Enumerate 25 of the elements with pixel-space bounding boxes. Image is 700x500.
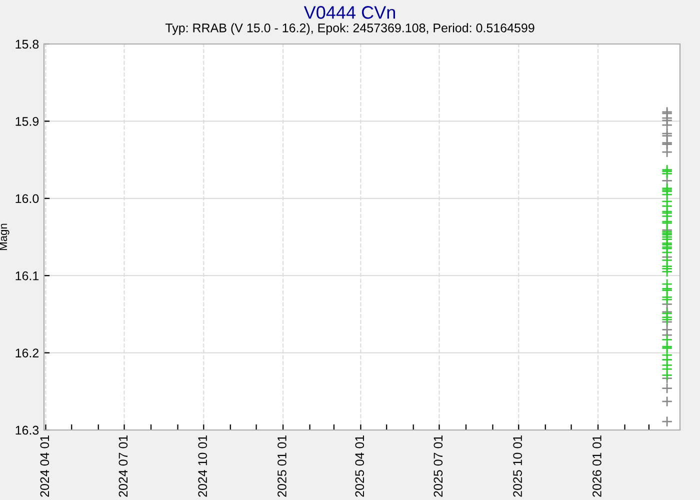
- x-tick-label: 2025 04 01: [355, 435, 364, 497]
- x-tick-label: 2026 01 01: [592, 435, 602, 497]
- point: [662, 416, 673, 428]
- point: [662, 370, 673, 381]
- point: [662, 266, 673, 278]
- y-tick-label: 16.2: [16, 348, 39, 358]
- point: [662, 396, 673, 407]
- chart-subtitle: Typ: RRAB (V 15.0 - 16.2), Epok: 2457369.108, Period: 0.5164599: [165, 23, 534, 35]
- x-tick-label: 2024 04 01: [40, 435, 50, 497]
- point: [662, 168, 673, 180]
- point: [662, 294, 673, 306]
- y-tick-label: 16.0: [16, 194, 39, 204]
- x-tick-label: 2025 07 01: [434, 435, 443, 497]
- x-tick-label: 2025 01 01: [278, 435, 286, 497]
- point: [662, 382, 673, 394]
- y-tick-label: 15.9: [16, 117, 39, 126]
- x-tick-label: 2025 10 01: [513, 435, 522, 497]
- chart-title: V0444 CVn: [304, 6, 396, 19]
- x-tick-label: 2024 07 01: [118, 435, 128, 497]
- x-tick-label: 2024 10 01: [198, 435, 208, 497]
- y-tick-label: 15.8: [16, 40, 39, 49]
- y-tick-label: 16.3: [16, 426, 39, 435]
- y-tick-label: 16.1: [16, 271, 39, 280]
- point: [662, 120, 673, 131]
- point: [662, 146, 673, 158]
